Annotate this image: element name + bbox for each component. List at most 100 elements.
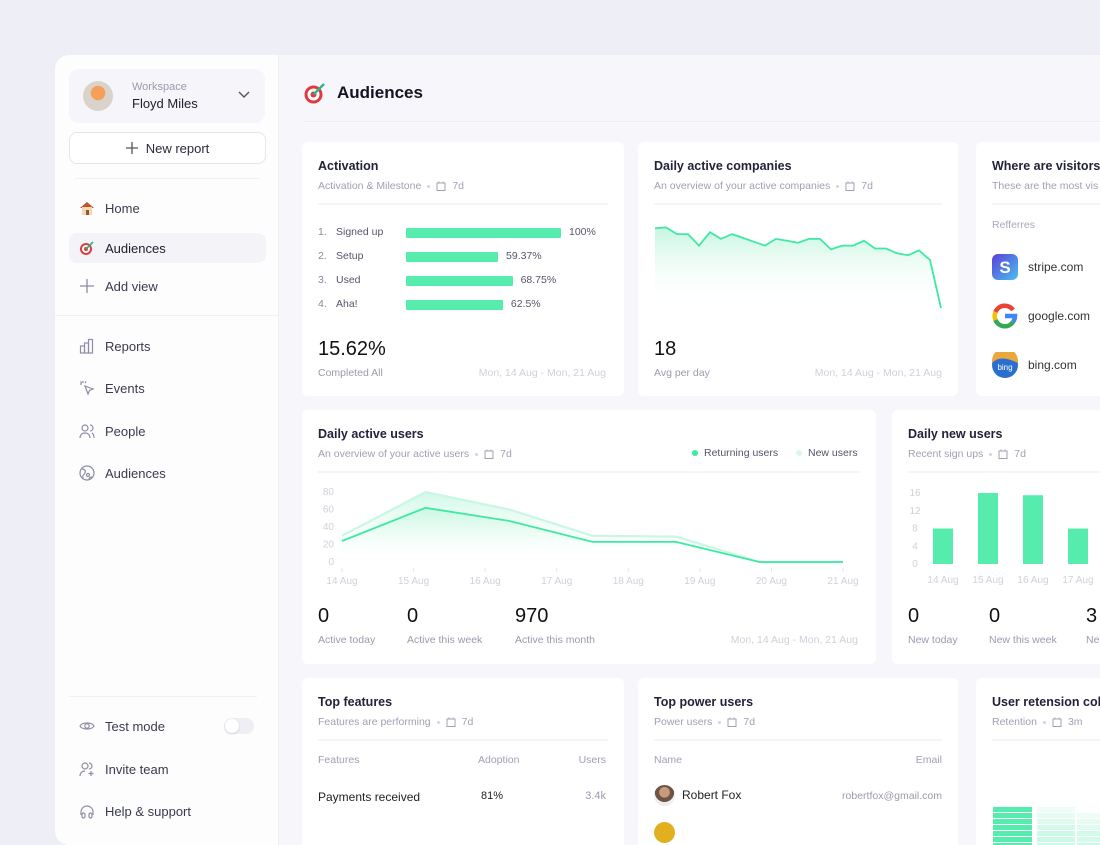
y-tick-label: 20 (323, 540, 335, 551)
card-title: User retension col (992, 695, 1100, 709)
y-tick-label: 12 (909, 506, 921, 517)
x-tick-label: 16 Aug (470, 576, 501, 587)
sidebar-item-reports[interactable]: Reports (69, 331, 266, 361)
sidebar-item-add-view[interactable]: Add view (69, 271, 266, 301)
period-label[interactable]: 7d (861, 180, 873, 192)
sidebar-item-label: Home (105, 200, 140, 216)
avatar (654, 785, 675, 806)
retention-cell (993, 825, 1032, 830)
sidebar-item-label: Events (105, 380, 145, 396)
user-name: Robert Fox (682, 788, 742, 802)
period-label[interactable]: 7d (1014, 448, 1026, 460)
referrer-name: google.com (1028, 309, 1091, 323)
row-number: 1. (318, 226, 327, 238)
stat-label: Active today (318, 634, 376, 646)
section-label: Refferres (992, 219, 1035, 231)
period-label[interactable]: 7d (461, 716, 474, 728)
bar (1068, 528, 1088, 564)
x-tick-label: 20 Aug (756, 576, 787, 587)
calendar-icon (484, 449, 494, 459)
sidebar-item-events[interactable]: Events (69, 373, 266, 403)
period-label[interactable]: 3m (1067, 716, 1083, 728)
retention-cell (1077, 819, 1100, 824)
sidebar-item-help[interactable]: Help & support (69, 796, 266, 826)
stat-value: 970 (515, 605, 549, 627)
stat-value: 3 (1086, 605, 1098, 627)
sidebar-item-test-mode[interactable]: Test mode (69, 711, 266, 741)
subtitle-text: An overview of your active companies (654, 180, 831, 192)
card-title: Daily new users (908, 427, 1003, 441)
referrer-item[interactable]: google.com (992, 303, 1090, 329)
column-header: Adoption (478, 754, 520, 766)
sidebar-item-people[interactable]: People (69, 416, 266, 446)
stat-label: New today (908, 634, 958, 646)
retention-cell (1077, 825, 1100, 830)
svg-text:S: S (999, 258, 1010, 277)
feature-name: Payments received (318, 790, 421, 804)
row-percent: 100% (569, 226, 596, 238)
progress-bar (406, 252, 499, 262)
row-number: 3. (318, 274, 327, 286)
sidebar-item-invite-team[interactable]: Invite team (69, 754, 266, 784)
period-label[interactable]: 7d (452, 180, 464, 192)
sidebar-item-label: People (105, 423, 146, 439)
subtitle-text: An overview of your active users (318, 448, 470, 460)
workspace-switcher[interactable]: Workspace Floyd Miles (69, 69, 265, 123)
sidebar-item-label: Audiences (105, 240, 166, 256)
x-tick-label: 21 Aug (827, 576, 858, 587)
x-tick-label: 15 Aug (398, 576, 429, 587)
column-header: Name (654, 754, 683, 766)
activation-row: 1. Signed up 100% (318, 226, 618, 240)
legend-label: Returning users (704, 447, 779, 459)
x-tick-label: 15 Aug (972, 575, 1003, 586)
calendar-icon (845, 181, 855, 191)
card-title: Where are visitors (992, 159, 1100, 173)
new-report-label: New report (145, 140, 210, 156)
retention-cell (993, 813, 1032, 818)
dot-separator (475, 452, 479, 456)
bar (933, 528, 953, 564)
y-tick-label: 8 (912, 524, 918, 535)
column-header: Email (915, 754, 942, 766)
sidebar-item-audiences-list[interactable]: Audiences (69, 458, 266, 488)
row-label: Aha! (336, 298, 358, 310)
sidebar-item-audiences[interactable]: Audiences (69, 233, 266, 263)
period-label[interactable]: 7d (500, 448, 512, 460)
retention-cell (1077, 831, 1100, 836)
x-tick-label: 16 Aug (1017, 575, 1048, 586)
retention-cell (1037, 819, 1075, 824)
plus-icon (80, 279, 94, 293)
divider (75, 178, 260, 179)
y-tick-label: 4 (912, 541, 918, 552)
referrer-item[interactable]: bing bing.com (992, 352, 1077, 378)
retention-cell (993, 807, 1032, 812)
completed-label: Completed All (318, 367, 383, 379)
dnu-bar-chart: 0 4 8 12 16 14 Aug 15 Aug 16 Aug 17 Aug (909, 488, 1093, 586)
sidebar-item-label: Invite team (105, 761, 169, 777)
legend-returning: Returning users (692, 447, 778, 459)
retention-cell (993, 819, 1032, 824)
row-percent: 59.37% (506, 250, 542, 262)
period-label[interactable]: 7d (743, 716, 756, 728)
feature-adoption: 81% (481, 790, 504, 802)
new-report-button[interactable]: New report (69, 132, 266, 164)
feature-users: 3.4k (585, 790, 606, 802)
user-email[interactable]: robertfox@gmail.com (842, 790, 942, 802)
stat-label: Active this week (407, 634, 483, 646)
calendar-icon (436, 181, 446, 191)
daily-active-users-card: Daily active users An overview of your a… (302, 410, 876, 664)
subtitle-text: Recent sign ups (908, 448, 984, 460)
cursor-click-icon (80, 381, 95, 396)
test-mode-toggle[interactable] (224, 718, 254, 734)
retention-cell (1037, 837, 1075, 842)
google-logo-icon (992, 303, 1018, 329)
referrer-item[interactable]: S stripe.com (992, 254, 1083, 280)
sidebar-item-home[interactable]: Home (69, 193, 266, 223)
sidebar-item-label: Test mode (105, 718, 165, 734)
top-features-card: Top features Features are performing 7d F… (302, 678, 624, 845)
bar (978, 493, 998, 564)
target-icon (80, 241, 94, 255)
y-tick-label: 0 (912, 559, 918, 570)
card-subtitle: Power users 7d (654, 716, 755, 728)
activation-card: Activation Activation & Milestone 7d 1. Si… (302, 142, 624, 396)
